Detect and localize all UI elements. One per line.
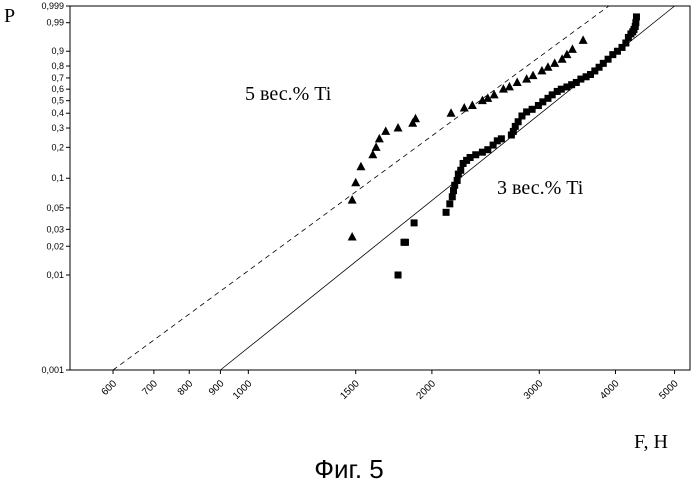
x-tick-label: 4000 [598,378,622,402]
triangle-marker [356,162,365,171]
triangle-marker [351,178,360,187]
y-tick-label: 0,2 [51,142,64,152]
x-tick-label: 800 [176,378,196,398]
plot-frame [70,6,690,370]
y-tick-label: 0,1 [51,173,64,183]
y-tick-label: 0,01 [46,270,64,280]
square-marker [446,200,453,207]
triangle-marker [447,108,456,117]
annotation-3-ti: 3 вес.% Ti [497,177,584,199]
square-marker [498,135,505,142]
x-tick-label: 900 [207,378,227,398]
x-tick-label: 3000 [522,378,546,402]
data-markers [348,13,640,278]
y-tick-label: 0,02 [46,241,64,251]
x-tick-label: 2000 [415,378,439,402]
y-tick-label: 0,999 [41,1,64,11]
square-marker [454,177,461,184]
y-tick-label: 0,3 [51,123,64,133]
y-axis-title: P [4,5,15,27]
square-marker [457,167,464,174]
square-marker [633,13,640,20]
triangle-marker [460,103,469,112]
x-tick-label: 600 [100,378,120,398]
triangle-marker [468,101,477,110]
y-tick-label: 0,001 [41,365,64,375]
fit-lines [113,6,675,370]
y-tick-label: 0,5 [51,96,64,106]
triangle-marker [348,232,357,241]
x-axis-title: F, Н [634,431,668,453]
y-tick-label: 0,05 [46,203,64,213]
triangle-marker [529,71,538,80]
y-tick-label: 0,4 [51,108,64,118]
y-tick-label: 0,03 [46,224,64,234]
triangle-marker [505,82,514,91]
triangle-marker [579,35,588,44]
triangle-marker [372,142,381,151]
y-tick-label: 0,7 [51,73,64,83]
triangle-marker [513,77,522,86]
y-tick-label: 0,8 [51,61,64,71]
x-tick-label: 1500 [338,378,362,402]
triangle-marker [490,90,499,99]
x-tick-label: 700 [140,378,160,398]
triangle-marker [411,114,420,123]
tick-labels: 0,999 0,99 0,9 0,8 0,70,6 0,5 0,4 0,3 0,2 0,1 0,05… [41,1,681,402]
square-marker [443,209,450,216]
square-marker [395,272,402,279]
x-tick-label: 5000 [657,378,681,402]
annotation-5-ti: 5 вес.% Ti [245,83,332,105]
plot-axes [66,6,690,374]
figure-caption: Фиг. 5 [314,454,384,484]
triangle-marker [368,150,377,159]
y-tick-label: 0,6 [51,84,64,94]
square-marker [529,106,536,113]
triangle-marker [375,134,384,143]
square-marker [402,239,409,246]
triangle-marker [568,44,577,53]
square-marker [449,193,456,200]
y-tick-label: 0,99 [46,18,64,28]
y-tick-label: 0,9 [51,46,64,56]
triangle-marker [381,126,390,135]
triangle-marker [394,123,403,131]
x-tick-label: 1000 [231,378,255,402]
square-marker [472,151,479,158]
square-marker [411,219,418,226]
